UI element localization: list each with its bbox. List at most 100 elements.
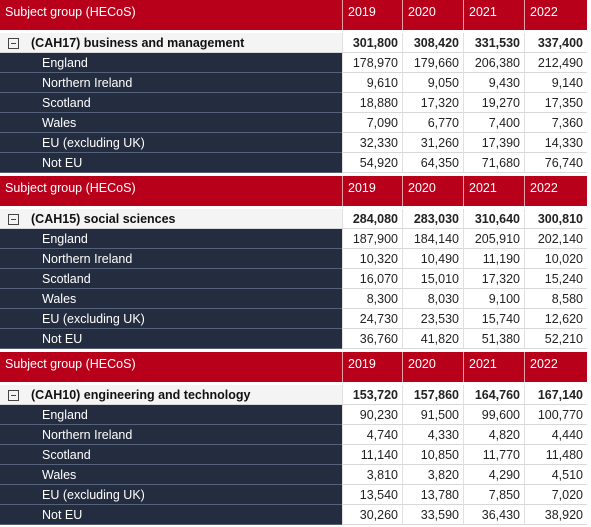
value-cell: 13,780	[402, 485, 463, 505]
collapse-toggle[interactable]	[8, 38, 19, 49]
value-cell: 205,910	[463, 229, 524, 249]
value-cell: 13,540	[342, 485, 402, 505]
value-cell: 9,430	[463, 73, 524, 93]
value-cell: 100,770	[524, 405, 587, 425]
value-cell: 15,010	[402, 269, 463, 289]
table-block: Subject group (HECoS) 2019 2020 2021 2022 (CA…	[0, 352, 587, 525]
value-cell: 32,330	[342, 133, 402, 153]
row-label: EU (excluding UK)	[0, 309, 342, 329]
row-label: Not EU	[0, 505, 342, 525]
value-cell: 17,390	[463, 133, 524, 153]
row-label: Northern Ireland	[0, 73, 342, 93]
value-cell: 18,880	[342, 93, 402, 113]
data-row: Wales 7,090 6,770 7,400 7,360	[0, 113, 587, 133]
value-cell: 4,440	[524, 425, 587, 445]
column-header: Subject group (HECoS)	[5, 181, 136, 195]
value-cell: 9,610	[342, 73, 402, 93]
data-row: Wales 8,300 8,030 9,100 8,580	[0, 289, 587, 309]
data-row: Northern Ireland 4,740 4,330 4,820 4,440	[0, 425, 587, 445]
value-cell: 9,100	[463, 289, 524, 309]
collapse-toggle[interactable]	[8, 214, 19, 225]
year-header: 2020	[402, 176, 463, 206]
data-row: Northern Ireland 10,320 10,490 11,190 10,020	[0, 249, 587, 269]
group-value: 157,860	[402, 385, 463, 405]
value-cell: 71,680	[463, 153, 524, 173]
group-label-cell: (CAH17) business and management	[0, 33, 342, 53]
value-cell: 31,260	[402, 133, 463, 153]
row-label: Scotland	[0, 93, 342, 113]
year-header: 2019	[342, 0, 402, 30]
header-row: Subject group (HECoS) 2019 2020 2021 2022	[0, 176, 587, 206]
group-value: 310,640	[463, 209, 524, 229]
value-cell: 15,240	[524, 269, 587, 289]
year-header: 2022	[524, 0, 587, 30]
value-cell: 11,190	[463, 249, 524, 269]
table-block: Subject group (HECoS) 2019 2020 2021 2022 (CA…	[0, 0, 587, 173]
group-value: 301,800	[342, 33, 402, 53]
value-cell: 7,850	[463, 485, 524, 505]
value-cell: 17,350	[524, 93, 587, 113]
value-cell: 6,770	[402, 113, 463, 133]
value-cell: 11,480	[524, 445, 587, 465]
year-header: 2021	[463, 0, 524, 30]
year-header: 2019	[342, 176, 402, 206]
data-row: EU (excluding UK) 13,540 13,780 7,850 7,020	[0, 485, 587, 505]
value-cell: 8,030	[402, 289, 463, 309]
value-cell: 33,590	[402, 505, 463, 525]
value-cell: 36,760	[342, 329, 402, 349]
value-cell: 10,020	[524, 249, 587, 269]
data-row: Not EU 36,760 41,820 51,380 52,210	[0, 329, 587, 349]
data-row: Wales 3,810 3,820 4,290 4,510	[0, 465, 587, 485]
value-cell: 99,600	[463, 405, 524, 425]
data-row: England 90,230 91,500 99,600 100,770	[0, 405, 587, 425]
column-header: Subject group (HECoS)	[5, 357, 136, 371]
row-label: England	[0, 405, 342, 425]
group-label: (CAH17) business and management	[31, 36, 245, 50]
value-cell: 178,970	[342, 53, 402, 73]
group-row: (CAH15) social sciences 284,080 283,030 310…	[0, 209, 587, 229]
group-value: 164,760	[463, 385, 524, 405]
value-cell: 11,140	[342, 445, 402, 465]
row-label: Scotland	[0, 445, 342, 465]
value-cell: 52,210	[524, 329, 587, 349]
year-header: 2020	[402, 0, 463, 30]
data-row: Northern Ireland 9,610 9,050 9,430 9,140	[0, 73, 587, 93]
value-cell: 4,330	[402, 425, 463, 445]
data-row: England 187,900 184,140 205,910 202,140	[0, 229, 587, 249]
value-cell: 19,270	[463, 93, 524, 113]
group-value: 337,400	[524, 33, 587, 53]
value-cell: 7,090	[342, 113, 402, 133]
value-cell: 14,330	[524, 133, 587, 153]
row-label: EU (excluding UK)	[0, 485, 342, 505]
value-cell: 4,740	[342, 425, 402, 445]
row-label: England	[0, 53, 342, 73]
group-value: 308,420	[402, 33, 463, 53]
row-label: Wales	[0, 289, 342, 309]
data-row: Scotland 16,070 15,010 17,320 15,240	[0, 269, 587, 289]
value-cell: 38,920	[524, 505, 587, 525]
value-cell: 8,580	[524, 289, 587, 309]
row-label: Northern Ireland	[0, 425, 342, 445]
value-cell: 51,380	[463, 329, 524, 349]
value-cell: 15,740	[463, 309, 524, 329]
row-label: England	[0, 229, 342, 249]
group-value: 167,140	[524, 385, 587, 405]
value-cell: 41,820	[402, 329, 463, 349]
value-cell: 7,020	[524, 485, 587, 505]
value-cell: 206,380	[463, 53, 524, 73]
year-header: 2022	[524, 352, 587, 382]
year-header: 2021	[463, 352, 524, 382]
group-row: (CAH17) business and management 301,800 30…	[0, 33, 587, 53]
collapse-toggle[interactable]	[8, 390, 19, 401]
column-header: Subject group (HECoS)	[5, 5, 136, 19]
row-label: Not EU	[0, 329, 342, 349]
value-cell: 91,500	[402, 405, 463, 425]
year-header: 2020	[402, 352, 463, 382]
value-cell: 3,810	[342, 465, 402, 485]
row-label: Wales	[0, 113, 342, 133]
data-row: Not EU 54,920 64,350 71,680 76,740	[0, 153, 587, 173]
value-cell: 3,820	[402, 465, 463, 485]
value-cell: 179,660	[402, 53, 463, 73]
data-row: Not EU 30,260 33,590 36,430 38,920	[0, 505, 587, 525]
